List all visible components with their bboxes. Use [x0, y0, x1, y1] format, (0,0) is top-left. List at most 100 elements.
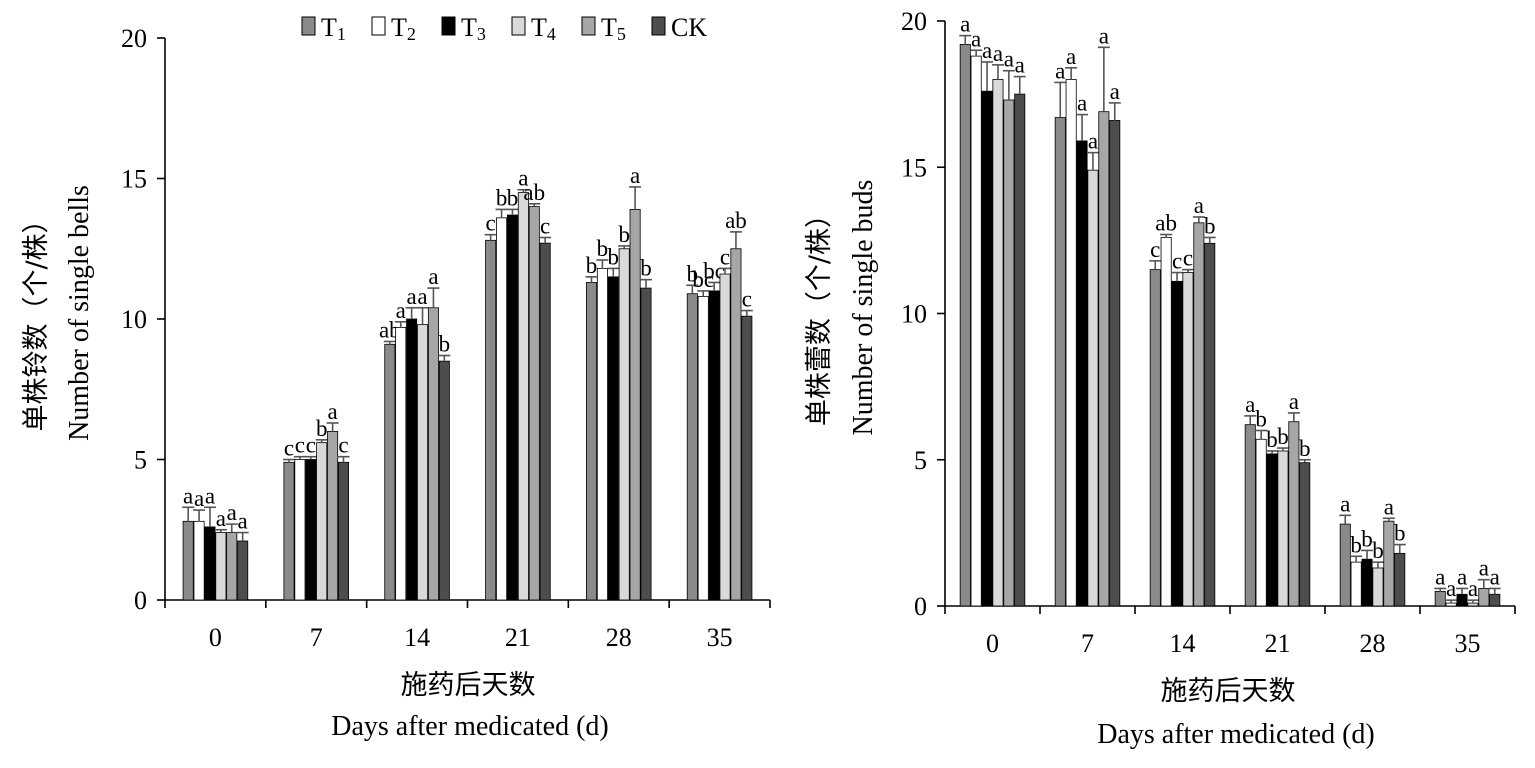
significance-label: a [1004, 47, 1014, 72]
legend-swatch-CK [651, 16, 666, 36]
significance-label: a [1479, 556, 1489, 581]
x-axis-title-en: Days after medicated (d) [1097, 719, 1375, 750]
bar-T5-14 [427, 307, 439, 601]
significance-label: a [216, 506, 226, 531]
significance-label: b [1277, 424, 1289, 449]
significance-label: c [284, 436, 294, 461]
y-tick-label: 15 [121, 165, 147, 194]
legend-label-T4: T4 [531, 13, 556, 44]
x-tick-label: 35 [707, 623, 733, 652]
significance-label: a [630, 163, 640, 188]
bar-CK-0 [237, 540, 249, 601]
bar-T4-0 [992, 79, 1004, 607]
legend-label-CK: CK [671, 13, 707, 42]
bar-T5-0 [1003, 99, 1015, 607]
significance-label: b [1350, 532, 1362, 557]
significance-label: b [316, 416, 328, 441]
bar-CK-7 [337, 461, 349, 601]
bar-CK-35 [741, 315, 753, 601]
significance-label: a [1446, 576, 1456, 601]
significance-label: b [687, 261, 699, 286]
bar-T2-0 [970, 55, 982, 607]
significance-label: a [1015, 53, 1025, 78]
significance-label: a [327, 399, 337, 424]
bar-T1-35 [1434, 590, 1446, 607]
significance-label: a [1384, 494, 1394, 519]
bar-T2-14 [395, 327, 407, 601]
x-tick-label: 14 [1170, 629, 1196, 658]
significance-label: a [1340, 491, 1350, 516]
bar-T4-14 [417, 324, 429, 601]
significance-label: a [1066, 44, 1076, 69]
y-tick-label: 0 [134, 586, 147, 615]
significance-label: a [1077, 91, 1087, 116]
x-tick-label: 14 [404, 623, 430, 652]
y-tick-label: 20 [901, 7, 927, 36]
bar-T2-28 [596, 268, 608, 601]
significance-label: c [742, 287, 752, 312]
bar-T4-7 [1087, 169, 1099, 607]
significance-label: b [640, 256, 652, 281]
legend-swatch-T4 [511, 16, 526, 36]
bar-T5-21 [1288, 421, 1300, 607]
significance-label: a [1099, 23, 1109, 48]
significance-label: a [1457, 564, 1467, 589]
significance-label: b [618, 222, 630, 247]
significance-label: a [396, 298, 406, 323]
legend: T1 T2 T3 T4 T5 CK [301, 13, 707, 44]
bar-T5-28 [629, 209, 641, 601]
significance-label: b [1361, 526, 1373, 551]
bar-T1-35 [686, 293, 698, 601]
bar-T5-14 [1193, 222, 1205, 607]
bar-T4-21 [517, 192, 529, 601]
bar-T5-35 [730, 248, 742, 601]
significance-label: a [194, 486, 204, 511]
bar-T1-21 [1244, 424, 1256, 607]
x-tick-label: 0 [986, 629, 999, 658]
bar-T4-7 [316, 442, 328, 601]
significance-label: a [205, 483, 215, 508]
bar-T2-28 [1350, 561, 1362, 607]
bar-T1-21 [485, 239, 497, 601]
bar-T3-35 [1456, 593, 1468, 607]
significance-label: c [720, 244, 730, 269]
significance-label: a [518, 166, 528, 191]
significance-label: b [1299, 436, 1311, 461]
legend-label-T3: T3 [461, 13, 486, 44]
significance-label: a [993, 41, 1003, 66]
significance-label: b [1204, 213, 1216, 238]
bar-T1-7 [1054, 117, 1066, 607]
significance-label: a [1110, 79, 1120, 104]
bar-CK-14 [1204, 242, 1216, 607]
significance-label: b [1394, 521, 1406, 546]
bar-T4-21 [1277, 450, 1289, 607]
bar-T5-7 [1098, 111, 1110, 607]
significance-label: a [1194, 193, 1204, 218]
significance-label: b [507, 185, 519, 210]
significance-label: a [982, 38, 992, 63]
significance-label: c [306, 433, 316, 458]
x-tick-label: 7 [310, 623, 323, 652]
y-axis-title-en: Number of single bells [64, 185, 95, 441]
significance-label: b [1372, 538, 1384, 563]
bar-T3-21 [506, 214, 518, 601]
significance-label: b [1266, 427, 1278, 452]
bar-T1-28 [586, 282, 598, 601]
bar-T5-28 [1383, 520, 1395, 607]
x-tick-label: 7 [1081, 629, 1094, 658]
legend-swatch-T5 [581, 16, 596, 36]
bar-T2-0 [193, 520, 205, 601]
bar-T4-28 [618, 248, 630, 601]
significance-label: a [971, 26, 981, 51]
bar-T2-7 [1065, 79, 1077, 607]
bar-CK-35 [1489, 593, 1501, 607]
bar-T3-7 [305, 459, 317, 601]
significance-label: c [295, 433, 305, 458]
x-tick-label: 28 [1360, 629, 1386, 658]
significance-label: b [597, 236, 609, 261]
significance-label: a [1088, 129, 1098, 154]
y-tick-label: 5 [134, 446, 147, 475]
significance-label: a [1245, 392, 1255, 417]
bar-T4-28 [1372, 567, 1384, 607]
significance-label: a [428, 264, 438, 289]
